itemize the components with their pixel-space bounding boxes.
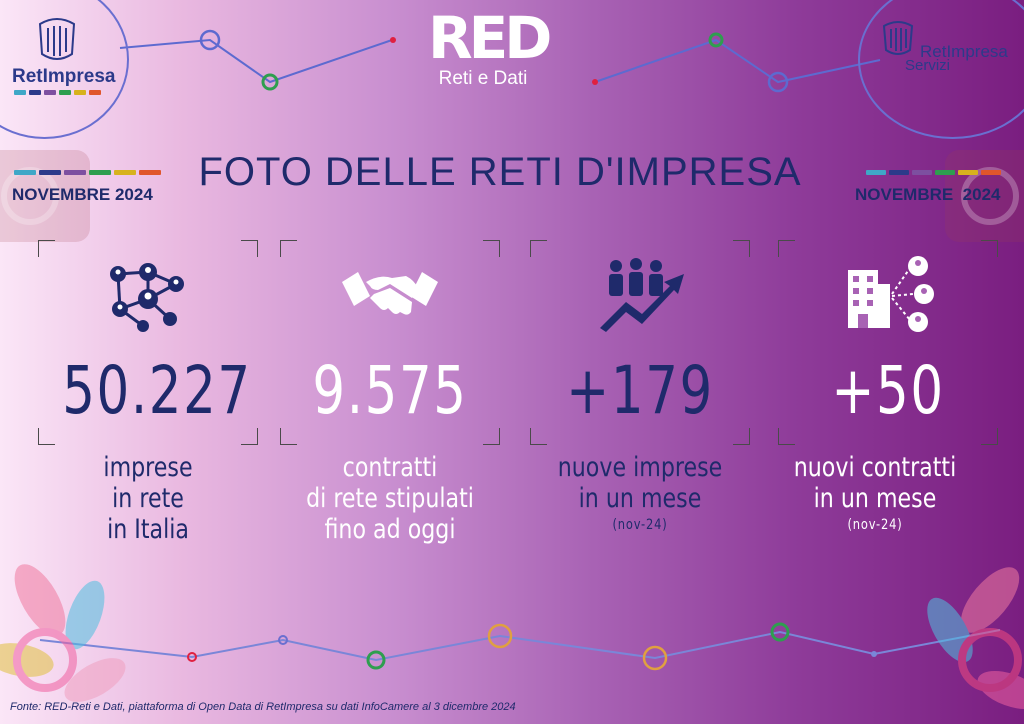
stat-label-nuovi-contratti: nuovi contratti in un mese (nov-24) [793, 452, 957, 533]
stat-contratti-di-rete: 9.575 [280, 240, 500, 445]
stat-label-imprese: imprese in rete in Italia [103, 452, 193, 545]
month-label-left: NOVEMBRE 2024 [12, 185, 153, 204]
building-network-icon [848, 256, 934, 332]
left-logo-text: RetImpresa [12, 66, 116, 87]
stat-nuovi-contratti: +50 [778, 240, 998, 445]
right-month-color-bar [866, 170, 1001, 175]
source-footer: Fonte: RED-Reti e Dati, piattaforma di O… [10, 701, 516, 713]
retimpresa-servizi-emblem-icon [882, 21, 914, 55]
left-logo-color-bar [14, 90, 101, 95]
stat-label-nuove-imprese: nuove imprese in un mese (nov-24) [557, 452, 723, 533]
stat-value: +179 [566, 352, 714, 429]
red-logo: RED Reti e Dati [428, 4, 552, 90]
stat-value: +50 [831, 352, 945, 429]
network-people-icon [110, 263, 184, 332]
growth-people-icon [600, 258, 684, 332]
stat-value: 50.227 [62, 352, 252, 429]
handshake-icon [342, 272, 438, 315]
stat-nuove-imprese: +179 [530, 240, 750, 445]
left-month-color-bar [14, 170, 161, 175]
red-logo-mark: RED [428, 4, 552, 72]
red-logo-tagline: Reti e Dati [438, 68, 528, 89]
retimpresa-servizi-logo-circle [858, 0, 1024, 139]
stat-imprese-in-rete: 50.227 [38, 240, 258, 445]
retimpresa-emblem-icon [38, 18, 76, 60]
page-title: FOTO DELLE RETI D'IMPRESA [198, 150, 802, 194]
stat-label-contratti: contratti di rete stipulati fino ad oggi [306, 452, 474, 545]
month-label-right: NOVEMBRE 2024 [855, 185, 1001, 204]
stat-value: 9.575 [312, 352, 468, 429]
right-logo-text-line2: Servizi [905, 57, 951, 74]
right-logo-text-line1: RetImpresa [920, 42, 1008, 61]
